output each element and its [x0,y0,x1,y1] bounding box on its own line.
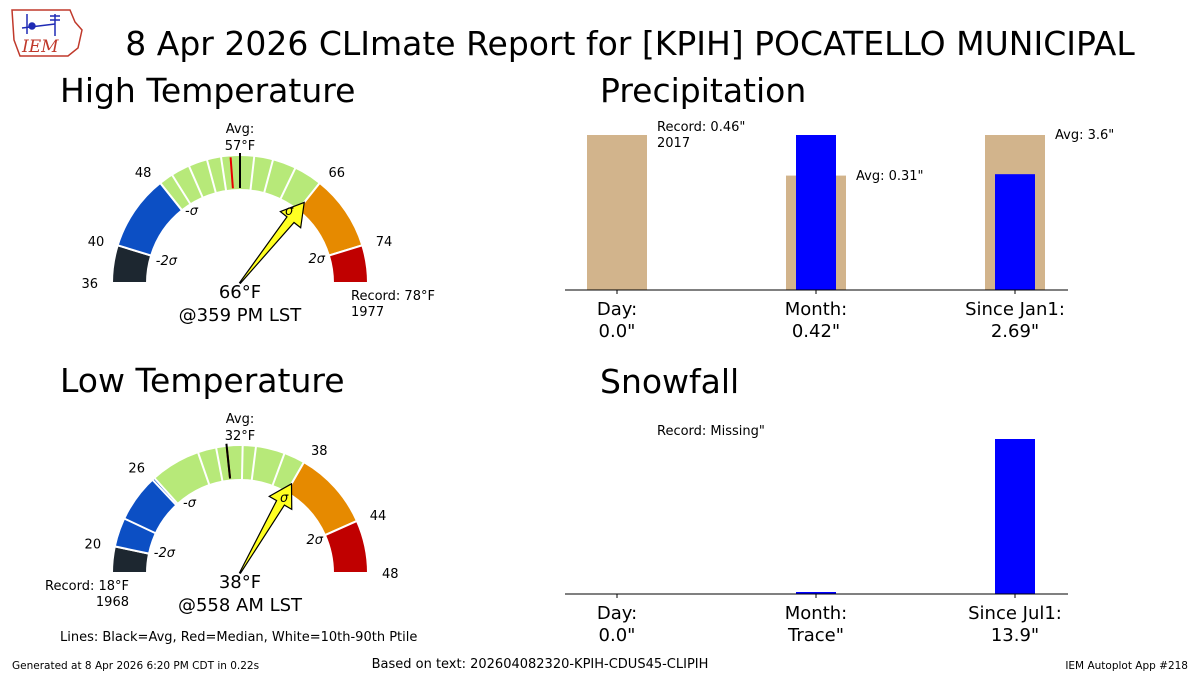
percentile-line-1 [187,165,204,199]
category-label-0: Day: [597,603,637,624]
bar-observed-2 [995,174,1035,290]
value-label-0: 0.0" [599,321,636,342]
value-label-0: 0.0" [599,625,636,646]
value-label-1: 0.42" [792,321,840,342]
value-label-1: Trace" [787,625,844,646]
avg-value: 57°F [225,139,256,154]
legend-note: Lines: Black=Avg, Red=Median, White=10th… [60,630,417,645]
percentile-line-5 [263,159,275,194]
avg-label: Avg: [226,412,254,427]
percentile-line-3 [215,447,224,482]
percentile-line-4 [249,155,256,191]
footer-generated: Generated at 8 Apr 2026 6:20 PM CDT in 0… [12,660,259,672]
category-label-2: Since Jul1: [968,603,1062,624]
iowa-outline [11,9,83,57]
tick-label-4: 48 [382,567,399,582]
low-temp-gauge: 20 26 38 44 48 -2σ -σ σ 2σ Avg: 32°F 38°F@558 AM LS… [45,412,399,616]
percentile-line-6 [271,452,286,487]
iem-logo: IEM [11,9,83,57]
bar-observed-1 [796,592,836,594]
tick-label-1: 26 [128,461,145,476]
sigma-label-3: 2σ [306,533,323,548]
sigma-label-1: -σ [183,496,197,511]
snow-bar-chart: Day:0.0" Month:Trace" Since Jul1:13.9" Reco… [565,424,1068,646]
annotation-3: Avg: 3.6" [1055,128,1114,143]
annotation-0: Record: Missing" [657,424,765,439]
observed-value: 38°F [219,572,261,593]
percentile-line-4 [240,445,244,481]
footer-app: IEM Autoplot App #218 [1065,660,1188,672]
needle-arrow [238,482,293,575]
observed-value: 66°F [219,282,261,303]
percentile-line-0 [123,517,157,535]
category-label-1: Month: [785,299,847,320]
tick-label-2: 38 [311,444,328,459]
precip-bar-chart: Day:0.0" Month:0.42" Since Jan1:2.69" Recor… [565,120,1114,342]
logo-text: IEM [21,37,59,57]
precip-title: Precipitation [600,71,806,110]
tick-label-1: 40 [88,235,105,250]
high-temp-title: High Temperature [60,71,355,110]
tick-label-0: 36 [81,277,98,292]
annotation-1: 2017 [657,136,690,151]
category-label-2: Since Jan1: [965,299,1065,320]
percentile-line-0 [171,174,192,205]
bar-avg-record-0 [587,135,647,290]
record-year: 1977 [351,305,384,320]
sigma-label-0: -2σ [156,254,178,269]
median-line [229,157,234,189]
avg-line [225,443,232,479]
observed-time: @359 PM LST [179,305,303,326]
bar-observed-2 [995,439,1035,594]
record-label: Record: 78°F [351,289,435,304]
bar-observed-1 [796,135,836,290]
value-label-2: 2.69" [991,321,1039,342]
avg-value: 32°F [225,429,256,444]
percentile-line-1 [151,479,178,506]
record-label: Record: 18°F [45,579,129,594]
percentile-line-3 [219,156,228,192]
tick-label-0: 20 [85,537,102,552]
sigma-label-3: 2σ [308,252,325,267]
gauge-band-3 [285,460,359,537]
record-year: 1968 [96,595,129,610]
tick-label-4: 74 [376,235,393,250]
tick-label-3: 44 [370,509,387,524]
category-label-0: Day: [597,299,637,320]
percentile-line-2 [196,451,211,486]
percentile-line-6 [279,167,297,200]
observed-time: @558 AM LST [178,595,303,616]
sigma-label-2: σ [280,491,289,506]
low-temp-title: Low Temperature [60,361,345,400]
needle-arrow [238,201,305,285]
tick-label-2: 48 [135,166,152,181]
percentile-line-5 [250,445,258,481]
gauge-band-4 [323,519,370,574]
tick-label-3: 66 [329,166,346,181]
annotation-2: Avg: 0.31" [856,169,924,184]
sigma-label-0: -2σ [154,546,176,561]
avg-label: Avg: [226,122,254,137]
footer-based-on: Based on text: 202604082320-KPIH-CDUS45-… [372,657,709,672]
percentile-line-2 [205,159,217,194]
sigma-label-2: σ [285,204,294,219]
gauge-band-4 [327,244,370,284]
weather-station-icon [21,14,60,36]
category-label-1: Month: [785,603,847,624]
value-label-2: 13.9" [991,625,1039,646]
snow-title: Snowfall [600,362,739,401]
page-title: 8 Apr 2026 CLImate Report for [KPIH] POC… [125,24,1135,63]
sigma-label-1: -σ [185,204,199,219]
high-temp-gauge: 36 40 48 66 74 -2σ -σ σ 2σ Avg: 57°F 66°F@359 PM LS… [81,122,435,326]
annotation-0: Record: 0.46" [657,120,745,135]
